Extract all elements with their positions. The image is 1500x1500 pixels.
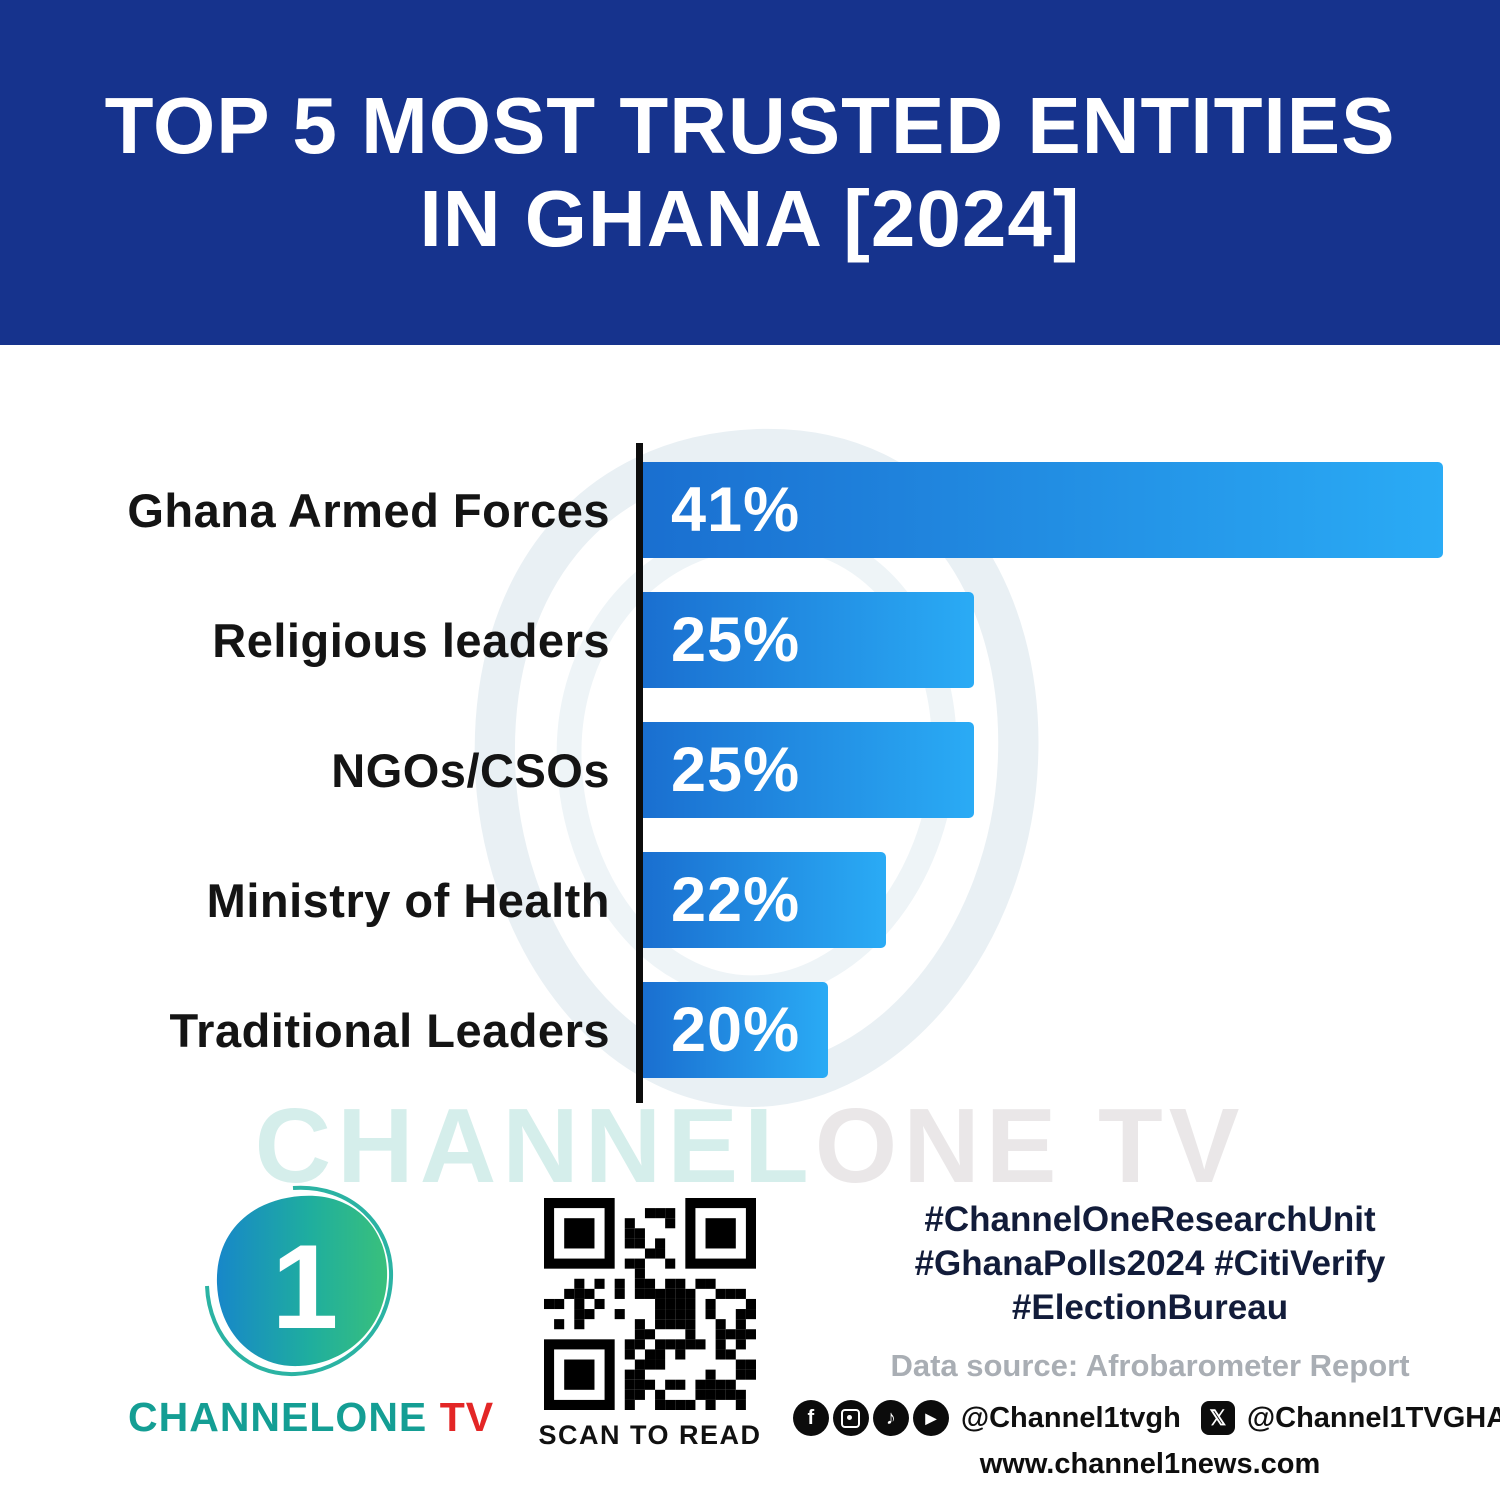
x-icon: 𝕏 xyxy=(1200,1401,1235,1436)
hashtag-line-3: #ElectionBureau xyxy=(1011,1288,1289,1328)
logo-wordmark: CHANNELONE TV xyxy=(128,1394,493,1441)
bar-value-label: 41% xyxy=(671,475,801,545)
bar-value-label: 20% xyxy=(671,995,801,1065)
header-banner: TOP 5 MOST TRUSTED ENTITIES IN GHANA [20… xyxy=(0,0,1500,345)
hashtag-line-2: #GhanaPolls2024 #CitiVerify xyxy=(914,1244,1386,1284)
bar-value-label: 22% xyxy=(671,865,801,935)
data-source: Data source: Afrobarometer Report xyxy=(890,1348,1410,1384)
chart-row: Religious leaders 25% xyxy=(0,592,1500,688)
bar-value-label: 25% xyxy=(671,735,801,805)
chart-row: NGOs/CSOs 25% xyxy=(0,722,1500,818)
social-row: f ♪ ▶ @Channel1tvgh 𝕏 @Channel1TVGHA xyxy=(792,1400,1500,1437)
bar: 20% xyxy=(643,982,828,1078)
bar-value-label: 25% xyxy=(671,605,801,675)
title-line-2: IN GHANA [2024] xyxy=(419,173,1081,263)
chart-row: Ministry of Health 22% xyxy=(0,852,1500,948)
category-label: Ghana Armed Forces xyxy=(127,483,610,537)
bar-chart: Ghana Armed Forces 41% Religious leaders 25… xyxy=(0,443,1500,1112)
bar: 41% xyxy=(643,462,1443,558)
qr-code xyxy=(544,1198,756,1410)
qr-block: SCAN TO READ xyxy=(538,1198,762,1451)
logo-wordmark-main: CHANNELONE xyxy=(128,1394,428,1440)
chart-row: Traditional Leaders 20% xyxy=(0,982,1500,1078)
category-label: Religious leaders xyxy=(212,613,610,667)
chart-rows: Ghana Armed Forces 41% Religious leaders 25… xyxy=(0,462,1500,1078)
category-label: Traditional Leaders xyxy=(169,1003,610,1057)
bar: 25% xyxy=(643,722,974,818)
hashtags: #ChannelOneResearchUnit #GhanaPolls2024 … xyxy=(852,1198,1448,1330)
page-title: TOP 5 MOST TRUSTED ENTITIES IN GHANA [20… xyxy=(105,80,1396,266)
chart-axis xyxy=(636,443,643,1103)
logo-wordmark-tv: TV xyxy=(427,1394,495,1440)
hashtag-line-1: #ChannelOneResearchUnit xyxy=(924,1200,1376,1239)
bar: 22% xyxy=(643,852,886,948)
category-label: NGOs/CSOs xyxy=(331,743,610,797)
social-handle-main: @Channel1tvgh xyxy=(960,1401,1181,1434)
website-url: www.channel1news.com xyxy=(979,1448,1321,1481)
channel-one-logo: 1 CHANNELONE TV xyxy=(128,1178,493,1441)
facebook-icon: f xyxy=(792,1400,829,1437)
tiktok-icon: ♪ xyxy=(872,1400,909,1437)
youtube-icon: ▶ xyxy=(912,1400,949,1437)
bar: 25% xyxy=(643,592,974,688)
qr-caption: SCAN TO READ xyxy=(538,1420,762,1450)
svg-text:1: 1 xyxy=(272,1220,339,1354)
social-handle-x: @Channel1TVGHA xyxy=(1246,1401,1500,1434)
channel-one-logo-icon: 1 xyxy=(205,1185,394,1377)
category-label: Ministry of Health xyxy=(206,873,610,927)
instagram-icon xyxy=(832,1400,869,1437)
title-line-1: TOP 5 MOST TRUSTED ENTITIES xyxy=(104,80,1396,170)
chart-row: Ghana Armed Forces 41% xyxy=(0,462,1500,558)
footer-info: #ChannelOneResearchUnit #GhanaPolls2024 … xyxy=(792,1198,1500,1481)
